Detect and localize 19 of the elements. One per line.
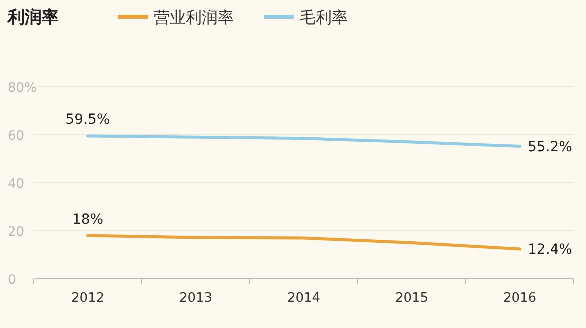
data-label: 59.5% (66, 112, 110, 128)
y-tick-label: 40 (8, 177, 25, 192)
x-tick-label: 2015 (395, 291, 429, 306)
legend-label: 毛利率 (300, 8, 348, 27)
y-tick-label: 60 (8, 129, 25, 144)
x-tick-label: 2013 (179, 291, 213, 306)
y-tick-label: 80% (8, 81, 37, 96)
line-series (86, 234, 522, 251)
x-tick-label: 2016 (503, 291, 537, 306)
x-tick-label: 2014 (287, 291, 321, 306)
data-label: 18% (72, 212, 104, 228)
data-label: 12.4% (528, 242, 572, 258)
data-label: 55.2% (528, 140, 572, 156)
legend-label: 营业利润率 (154, 8, 234, 27)
x-tick-label: 2012 (71, 291, 105, 306)
y-tick-label: 0 (8, 273, 16, 288)
line-series (86, 134, 522, 148)
y-tick-label: 20 (8, 225, 25, 240)
chart-title: 利润率 (7, 8, 59, 28)
